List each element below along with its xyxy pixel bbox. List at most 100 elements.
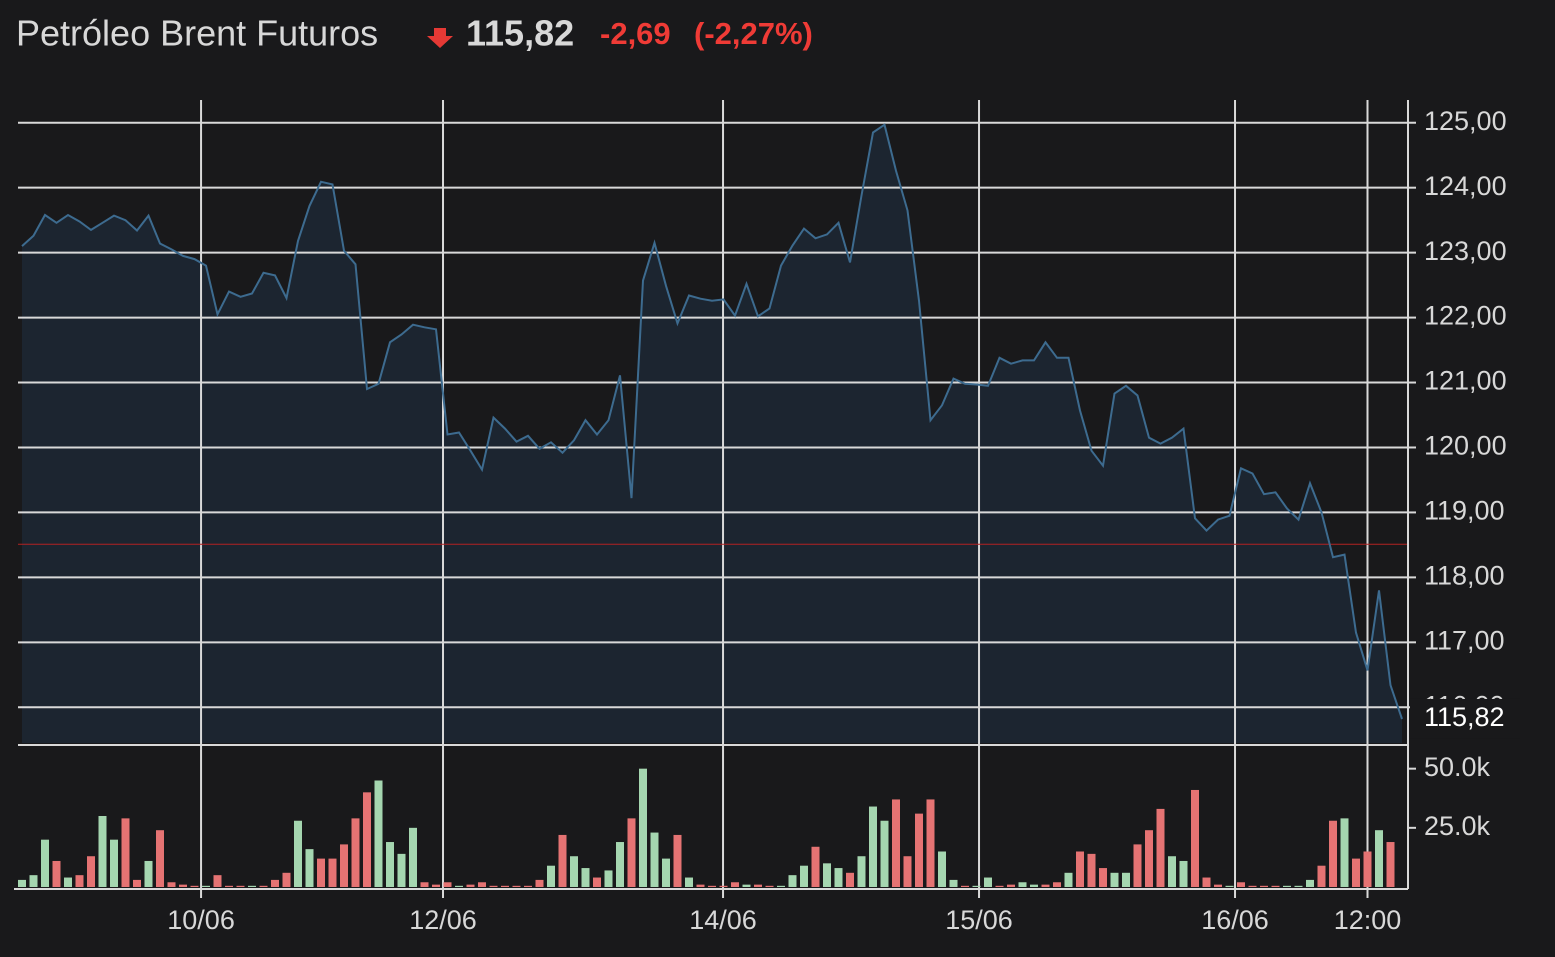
volume-bar — [857, 856, 866, 887]
volume-bar — [190, 885, 199, 887]
volume-bar — [1386, 842, 1395, 887]
volume-bar — [236, 885, 245, 887]
volume-bar — [696, 884, 705, 887]
y-tick-label: 117,00 — [1424, 625, 1505, 655]
volume-bar — [949, 879, 958, 887]
y-tick-label: 121,00 — [1424, 366, 1507, 396]
volume-bar — [317, 858, 325, 887]
volume-bar — [121, 818, 130, 887]
volume-bar — [1179, 860, 1188, 887]
volume-bar — [501, 885, 509, 887]
volume-bar — [846, 872, 854, 887]
x-tick-label: 15/06 — [945, 905, 1013, 935]
volume-tick-label: 25.0k — [1424, 811, 1491, 841]
volume-bar — [961, 885, 969, 887]
volume-bar — [1030, 884, 1038, 887]
volume-bar — [892, 799, 900, 887]
chart-title: Petróleo Brent Futuros — [16, 13, 378, 54]
volume-bar — [708, 885, 716, 887]
volume-bar — [144, 860, 153, 887]
volume-bar — [41, 839, 49, 887]
volume-bar — [340, 844, 348, 887]
y-tick-label: 125,00 — [1424, 106, 1507, 136]
volume-bar — [673, 834, 682, 887]
y-tick-label: 120,00 — [1424, 431, 1507, 461]
volume-bar — [409, 827, 417, 887]
x-tick-label: 16/06 — [1201, 905, 1269, 935]
volume-bar — [1283, 885, 1291, 887]
volume-bar — [259, 885, 268, 887]
volume-bar — [639, 768, 647, 887]
volume-bar — [478, 882, 486, 887]
volume-bar — [1294, 885, 1303, 887]
volume-bar — [179, 884, 187, 887]
volume-bar — [811, 846, 820, 887]
volume-bar — [1375, 830, 1383, 887]
volume-bar — [133, 879, 141, 887]
volume-tick-label: 50.0k — [1424, 752, 1491, 782]
volume-bar — [938, 851, 946, 887]
volume-bar — [1053, 882, 1061, 887]
change-percent: (-2,27%) — [694, 16, 813, 51]
volume-bar — [202, 885, 210, 887]
volume-bar — [282, 872, 291, 887]
x-tick-label: 12:00 — [1334, 905, 1402, 935]
volume-bar — [1087, 853, 1096, 887]
volume-bar — [535, 879, 544, 887]
volume-bar — [558, 834, 567, 887]
volume-bar — [593, 877, 601, 887]
volume-bar — [225, 885, 233, 887]
volume-bar — [1202, 877, 1211, 887]
volume-bar — [834, 868, 843, 887]
volume-bar — [627, 818, 636, 887]
x-tick-label: 10/06 — [167, 905, 235, 935]
volume-bar — [305, 849, 314, 887]
volume-bar — [1271, 885, 1280, 887]
area — [22, 124, 1402, 743]
y-tick-label: 118,00 — [1424, 561, 1505, 591]
volume-bar — [1352, 858, 1360, 887]
volume-bar — [466, 884, 475, 887]
volume-bar — [915, 813, 923, 887]
volume-bar — [1191, 789, 1199, 887]
volume-bar — [524, 885, 532, 887]
volume-bar — [1156, 808, 1165, 887]
volume-bar — [29, 875, 38, 887]
y-tick-label: 122,00 — [1424, 301, 1507, 331]
volume-bar — [1225, 885, 1234, 887]
volume-bar — [271, 879, 279, 887]
volume-bar — [1099, 868, 1107, 887]
volume-bar — [512, 885, 521, 887]
volume-bar — [213, 875, 222, 887]
y-tick-label: 119,00 — [1424, 496, 1505, 526]
volume-bar — [869, 806, 877, 887]
volume-bar — [926, 799, 935, 887]
volume-bar — [1018, 882, 1027, 887]
volume-bar — [443, 882, 452, 887]
volume-bar — [880, 820, 889, 887]
volume-bar — [1317, 865, 1326, 887]
volume-bar — [1363, 851, 1372, 887]
volume-bar — [800, 865, 808, 887]
volume-bar — [420, 882, 429, 887]
volume-bar — [1110, 872, 1119, 887]
volume-bar — [570, 856, 578, 887]
volume-bar — [110, 839, 118, 887]
down-arrow — [427, 28, 453, 48]
x-tick-label: 14/06 — [689, 905, 757, 935]
volume-bar — [294, 820, 302, 887]
volume-bar — [1306, 879, 1314, 887]
volume-bar — [328, 858, 337, 887]
volume-bar — [167, 882, 176, 887]
volume-bar — [1168, 856, 1176, 887]
volume-bar — [581, 868, 590, 887]
volume-bar — [604, 870, 613, 887]
volume-bar — [1329, 820, 1337, 887]
volume-bar — [788, 875, 797, 887]
volume-bar — [1041, 884, 1050, 887]
volume-bar — [616, 842, 624, 887]
volume-bar — [1122, 872, 1130, 887]
volume-bar — [547, 865, 555, 887]
